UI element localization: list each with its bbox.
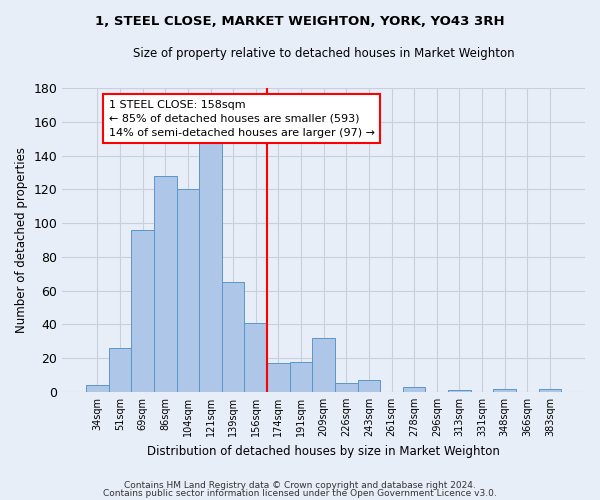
Bar <box>403 387 425 392</box>
Bar <box>539 388 561 392</box>
Bar <box>290 362 313 392</box>
Bar <box>199 137 222 392</box>
Bar <box>313 338 335 392</box>
Text: Contains public sector information licensed under the Open Government Licence v3: Contains public sector information licen… <box>103 488 497 498</box>
Bar <box>267 363 290 392</box>
Text: 1 STEEL CLOSE: 158sqm
← 85% of detached houses are smaller (593)
14% of semi-det: 1 STEEL CLOSE: 158sqm ← 85% of detached … <box>109 100 374 138</box>
Y-axis label: Number of detached properties: Number of detached properties <box>15 147 28 333</box>
Title: Size of property relative to detached houses in Market Weighton: Size of property relative to detached ho… <box>133 48 514 60</box>
Bar <box>222 282 244 392</box>
Text: Contains HM Land Registry data © Crown copyright and database right 2024.: Contains HM Land Registry data © Crown c… <box>124 481 476 490</box>
Bar <box>176 190 199 392</box>
Bar <box>109 348 131 392</box>
Bar <box>154 176 176 392</box>
Bar <box>448 390 471 392</box>
Bar <box>131 230 154 392</box>
Bar <box>86 385 109 392</box>
Bar <box>244 322 267 392</box>
Text: 1, STEEL CLOSE, MARKET WEIGHTON, YORK, YO43 3RH: 1, STEEL CLOSE, MARKET WEIGHTON, YORK, Y… <box>95 15 505 28</box>
X-axis label: Distribution of detached houses by size in Market Weighton: Distribution of detached houses by size … <box>147 444 500 458</box>
Bar <box>493 388 516 392</box>
Bar <box>358 380 380 392</box>
Bar <box>335 384 358 392</box>
